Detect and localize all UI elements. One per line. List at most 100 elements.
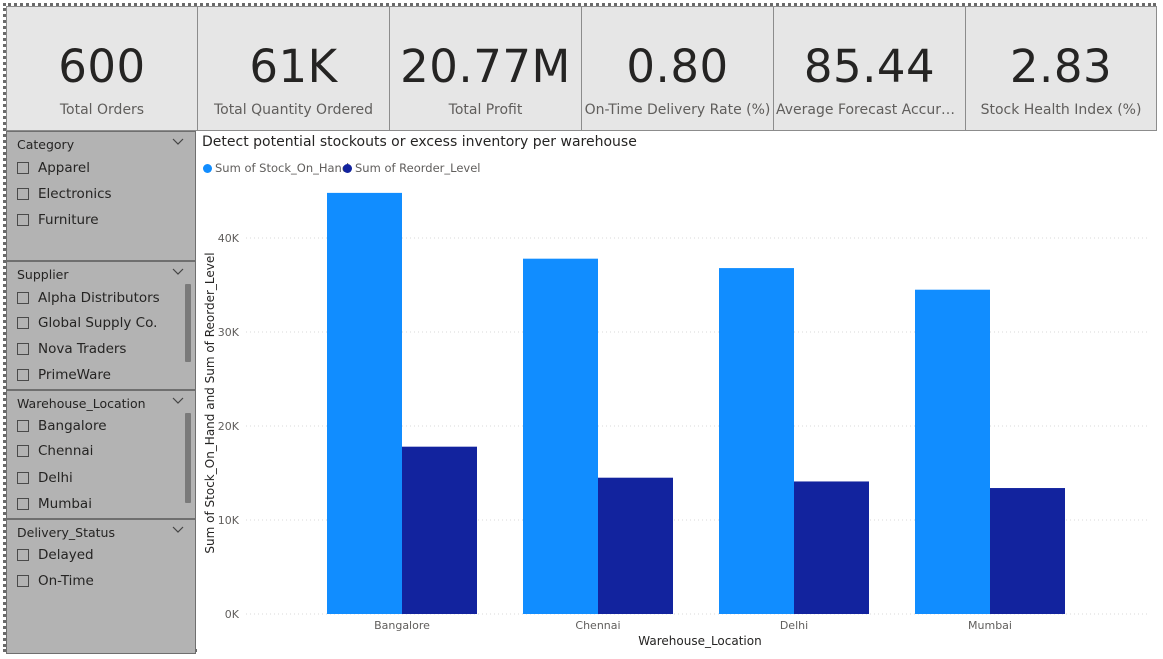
bar-bangalore-series-1[interactable] [402,446,477,614]
chevron-down-icon[interactable] [171,395,185,407]
slicer-option-label: Mumbai [38,496,92,512]
slicer-option-label: PrimeWare [38,367,111,383]
y-tick-label: 10K [218,514,240,527]
kpi-card-forecast-accuracy[interactable]: 85.44 Average Forecast Accuracy... [773,6,966,131]
x-tick-label: Delhi [780,619,808,632]
kpi-label: Total Profit [448,102,523,118]
kpi-value: 61K [249,40,338,93]
y-tick-label: 0K [225,608,240,621]
bar-bangalore-series-0[interactable] [327,192,402,614]
legend-label: Sum of Reorder_Level [355,161,481,175]
y-tick-label: 20K [218,420,240,433]
slicer-option-delayed[interactable]: Delayed [17,545,94,565]
checkbox-icon[interactable] [17,162,29,174]
chevron-down-icon[interactable] [171,136,185,148]
kpi-label: On-Time Delivery Rate (%) [584,102,771,118]
checkbox-icon[interactable] [17,292,29,304]
slicer-header: Supplier [17,267,69,282]
bar-delhi-series-0[interactable] [719,268,794,614]
bar-mumbai-series-1[interactable] [990,488,1065,614]
checkbox-icon[interactable] [17,214,29,226]
slicer-warehouse-location: Warehouse_Location Bangalore Chennai Del… [6,390,196,519]
slicer-option-label: Delhi [38,470,73,486]
kpi-value: 600 [58,40,146,93]
slicer-scrollbar[interactable] [185,413,191,503]
checkbox-icon[interactable] [17,369,29,381]
bars [327,192,1065,614]
checkbox-icon[interactable] [17,317,29,329]
slicer-option-label: Alpha Distributors [38,290,160,306]
slicer-option-delhi[interactable]: Delhi [17,468,73,488]
kpi-label: Average Forecast Accuracy... [776,102,963,118]
slicer-option-bangalore[interactable]: Bangalore [17,416,107,436]
slicer-option-electronics[interactable]: Electronics [17,184,112,204]
slicer-option-label: Apparel [38,160,90,176]
slicer-option-nova-traders[interactable]: Nova Traders [17,339,126,359]
checkbox-icon[interactable] [17,549,29,561]
bar-mumbai-series-0[interactable] [915,289,990,614]
bar-chart: 0K 10K 20K 30K 40K Bangalore Chennai Delhi Mumb… [203,192,1148,648]
checkbox-icon[interactable] [17,420,29,432]
slicer-option-label: Nova Traders [38,341,127,357]
legend-item-stock-on-hand[interactable]: Sum of Stock_On_Hand [203,161,349,175]
slicer-option-chennai[interactable]: Chennai [17,441,93,461]
y-tick-label: 40K [218,232,240,245]
x-axis-title: Warehouse_Location [638,634,761,648]
kpi-card-total-profit[interactable]: 20.77M Total Profit [389,6,582,131]
slicer-option-label: Delayed [38,547,94,563]
legend-dot-icon [343,163,352,173]
slicer-scrollbar[interactable] [185,284,191,362]
checkbox-icon[interactable] [17,188,29,200]
checkbox-icon[interactable] [17,445,29,457]
kpi-value: 0.80 [626,40,729,93]
kpi-label: Total Orders [59,102,145,118]
bar-chennai-series-0[interactable] [523,258,598,614]
slicer-option-furniture[interactable]: Furniture [17,210,99,230]
x-tick-label: Mumbai [968,619,1012,632]
checkbox-icon[interactable] [17,343,29,355]
x-axis-ticks: Bangalore Chennai Delhi Mumbai [374,619,1012,632]
checkbox-icon[interactable] [17,472,29,484]
kpi-value: 2.83 [1009,40,1113,93]
chart-title: Detect potential stockouts or excess inv… [202,134,637,150]
kpi-label: Stock Health Index (%) [980,102,1142,118]
x-tick-label: Bangalore [374,619,430,632]
kpi-card-on-time-delivery[interactable]: 0.80 On-Time Delivery Rate (%) [581,6,774,131]
y-axis-title: Sum of Stock_On_Hand and Sum of Reorder_… [203,252,217,553]
slicer-header: Category [17,137,75,152]
bar-chennai-series-1[interactable] [598,477,673,614]
chart-panel: 0K 10K 20K 30K 40K Bangalore Chennai Delhi Mumb… [198,133,1157,654]
slicer-header: Warehouse_Location [17,396,146,411]
kpi-label: Total Quantity Ordered [213,102,374,118]
slicer-option-apparel[interactable]: Apparel [17,158,90,178]
kpi-card-total-quantity[interactable]: 61K Total Quantity Ordered [197,6,390,131]
slicer-option-label: Global Supply Co. [38,315,158,331]
legend-dot-icon [203,163,212,173]
legend-label: Sum of Stock_On_Hand [215,161,350,175]
slicer-header: Delivery_Status [17,525,115,540]
slicer-category: Category Apparel Electronics Furniture [6,131,196,261]
chevron-down-icon[interactable] [171,266,185,278]
slicer-option-alpha-distributors[interactable]: Alpha Distributors [17,288,160,308]
bar-delhi-series-1[interactable] [794,481,869,614]
slicer-option-label: Chennai [38,443,94,459]
chevron-down-icon[interactable] [171,524,185,536]
slicer-delivery-status: Delivery_Status Delayed On-Time [6,519,196,654]
slicer-supplier: Supplier Alpha Distributors Global Suppl… [6,261,196,390]
slicer-option-label: Bangalore [38,418,107,434]
x-tick-label: Chennai [575,619,620,632]
slicer-option-on-time[interactable]: On-Time [17,571,94,591]
checkbox-icon[interactable] [17,575,29,587]
kpi-card-total-orders[interactable]: 600 Total Orders [6,6,198,131]
legend-item-reorder-level[interactable]: Sum of Reorder_Level [343,161,481,175]
slicer-option-primeware[interactable]: PrimeWare [17,365,111,385]
checkbox-icon[interactable] [17,498,29,510]
slicer-option-global-supply[interactable]: Global Supply Co. [17,313,157,333]
y-tick-label: 30K [218,326,240,339]
slicer-option-mumbai[interactable]: Mumbai [17,494,92,514]
slicer-option-label: On-Time [38,573,94,589]
kpi-card-stock-health[interactable]: 2.83 Stock Health Index (%) [965,6,1157,131]
kpi-value: 20.77M [400,40,571,93]
y-axis-ticks: 0K 10K 20K 30K 40K [218,232,240,621]
kpi-value: 85.44 [803,40,936,93]
